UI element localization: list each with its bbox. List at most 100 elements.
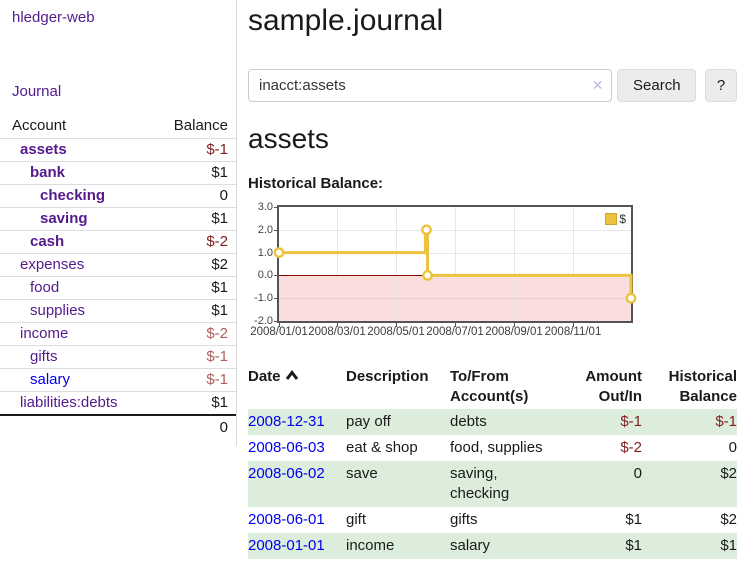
account-balance: $-1 [154,138,236,162]
legend-label: $ [619,212,626,226]
account-link-food[interactable]: food [30,279,60,296]
transaction-date-link[interactable]: 2008-06-01 [248,511,325,528]
sidebar-item-journal[interactable]: Journal [12,83,62,100]
transaction-description: gift [346,511,367,528]
x-tick-mark [337,323,338,327]
gridline [279,253,631,254]
account-link-salary[interactable]: salary [30,371,71,388]
x-tick-mark [514,323,515,327]
gridline [279,298,631,299]
transaction-balance: $2 [720,511,737,528]
account-link-checking[interactable]: checking [40,187,106,204]
account-link-saving[interactable]: saving [40,210,88,227]
transaction-description: save [346,461,450,507]
account-link-gifts[interactable]: gifts [30,348,58,365]
transaction-accounts: salary [450,533,562,559]
account-row: checking 0 [0,184,236,208]
accounts-header-account: Account [12,117,67,134]
account-row: saving $1 [0,207,236,231]
gridline [573,207,574,321]
transaction-date-link[interactable]: 2008-06-02 [248,465,325,482]
account-balance: $-1 [154,368,236,392]
register-row: 2008-06-01 gift gifts $1 $2 [248,507,737,533]
account-row: salary $-1 [0,368,236,392]
x-tick-mark [455,323,456,327]
y-tick-mark [274,275,278,276]
account-row: gifts $-1 [0,345,236,369]
transaction-description: eat & shop [346,439,418,456]
account-balance: $-2 [154,230,236,254]
data-point-marker [625,292,637,304]
y-tick-mark [274,321,278,322]
transaction-description: income [346,533,450,559]
search-input[interactable] [248,69,613,102]
transaction-date-link[interactable]: 2008-01-01 [248,537,325,554]
x-tick-label: 2008/07/01 [426,326,484,338]
register-row: 2008-12-31 pay off debts $-1 $-1 [248,409,737,435]
help-button[interactable]: ? [705,69,737,102]
transaction-balance: $1 [642,533,737,559]
transaction-balance: 0 [728,439,737,456]
account-balance: 0 [154,184,236,208]
sidebar: hledger-web Journal Account Balance asse… [0,0,237,446]
account-link-assets[interactable]: assets [20,141,67,158]
y-tick-label: 1.0 [257,247,273,259]
transaction-accounts: debts [450,409,562,435]
account-row: supplies $1 [0,299,236,323]
register-row: 2008-01-01 income salary $1 $1 [248,533,737,559]
account-balance: $1 [154,299,236,323]
x-tick-mark [279,323,280,327]
balance-series-line [273,224,637,304]
page-title: sample.journal [248,4,444,37]
y-tick-label: 3.0 [257,201,273,213]
account-row: cash $-2 [0,230,236,254]
account-link-cash[interactable]: cash [30,233,65,250]
gridline [455,207,456,321]
transaction-accounts: gifts [450,511,478,528]
legend-swatch [605,213,618,225]
y-tick-label: 2.0 [257,224,273,236]
y-tick-label: -1.0 [254,292,273,304]
transaction-amount: $1 [625,511,642,528]
app-title-link[interactable]: hledger-web [12,9,95,26]
transaction-accounts: saving, checking [450,461,562,507]
transaction-amount: $-1 [562,409,642,435]
register-header-accounts: To/From Account(s) [450,368,529,405]
account-balance: $-1 [154,345,236,369]
clear-search-icon[interactable]: ✕ [591,77,604,93]
transaction-date-link[interactable]: 2008-06-03 [248,439,325,456]
chart-label: Historical Balance: [248,175,384,192]
x-tick-label: 2008/01/01 [250,326,308,338]
account-link-income[interactable]: income [20,325,69,342]
transaction-date-link[interactable]: 2008-12-31 [248,413,325,430]
account-link-bank[interactable]: bank [30,164,66,181]
y-tick-mark [274,298,278,299]
register-table: Date Description To/From Account(s) Amou… [248,365,737,559]
x-tick-mark [573,323,574,327]
transaction-balance: $2 [642,461,737,507]
account-link-supplies[interactable]: supplies [30,302,86,319]
accounts-total-value: 0 [0,414,236,439]
x-tick-label: 2008/05/01 [367,326,425,338]
y-tick-label: 0.0 [257,269,273,281]
account-row: liabilities:debts $1 [0,391,236,415]
y-tick-mark [274,207,278,208]
transaction-description: pay off [346,409,450,435]
transaction-accounts: food, supplies [450,439,543,456]
sort-ascending-icon [285,367,299,387]
register-header-date[interactable]: Date [248,365,346,409]
account-link-liabilities-debts[interactable]: liabilities:debts [20,394,118,411]
chart-legend: $ [605,212,626,226]
register-header-balance: Historical Balance [668,368,737,405]
account-link-expenses[interactable]: expenses [20,256,85,273]
gridline [514,207,515,321]
x-tick-label: 2008/09/01 [485,326,543,338]
gridline [337,207,338,321]
search-button[interactable]: Search [617,69,697,102]
transaction-amount: $1 [562,533,642,559]
account-balance: $-2 [154,322,236,346]
account-heading: assets [248,123,329,154]
account-row: food $1 [0,276,236,300]
plot-area: $ [273,205,637,323]
data-point-marker [422,270,433,281]
